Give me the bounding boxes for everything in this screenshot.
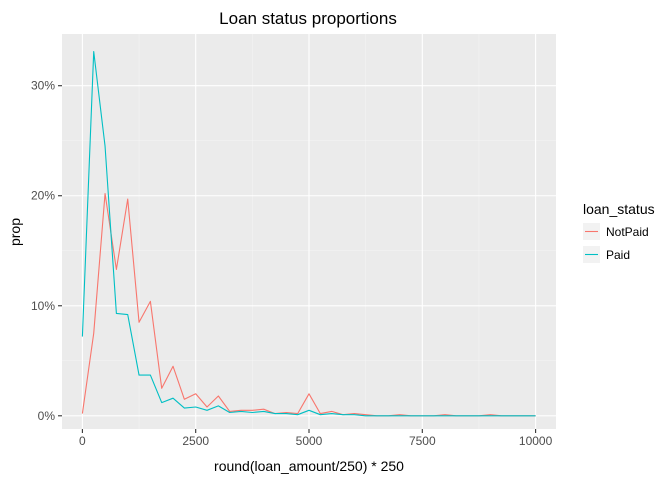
y-axis-label: prop [7, 218, 23, 246]
y-axis: 0% 10% 20% 30% [31, 79, 62, 423]
series-lines [81, 51, 536, 417]
legend-title: loan_status [583, 201, 655, 217]
x-tick-label: 5000 [296, 434, 323, 448]
legend-items: NotPaid Paid [583, 223, 649, 263]
y-tick-label: 20% [31, 189, 55, 203]
legend: loan_status NotPaid Paid [583, 201, 655, 263]
x-tick-label: 2500 [182, 434, 209, 448]
x-axis: 0 2500 5000 7500 10000 [79, 429, 553, 448]
chart-title: Loan status proportions [219, 9, 397, 28]
x-tick-label: 0 [79, 434, 86, 448]
y-tick-label: 30% [31, 79, 55, 93]
major-gridlines [62, 34, 556, 429]
y-tick-label: 0% [38, 409, 56, 423]
x-axis-label: round(loan_amount/250) * 250 [214, 458, 404, 474]
x-tick-label: 7500 [409, 434, 436, 448]
series-line-paid [81, 51, 536, 417]
legend-label-paid: Paid [606, 248, 630, 262]
legend-label-notpaid: NotPaid [606, 225, 649, 239]
x-tick-label: 10000 [519, 434, 553, 448]
y-tick-label: 10% [31, 299, 55, 313]
